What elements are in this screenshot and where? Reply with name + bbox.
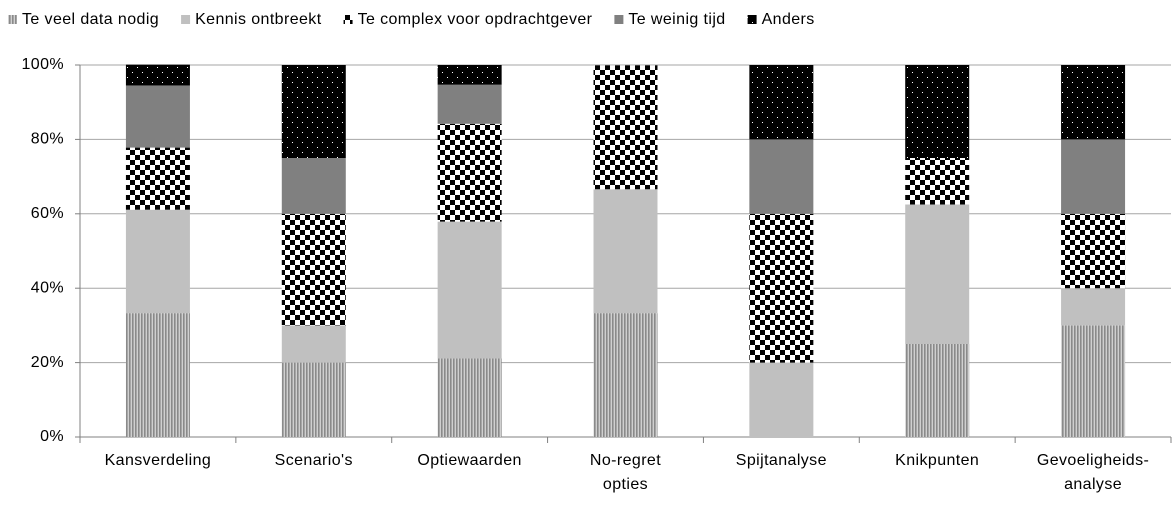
bar-segment — [125, 147, 190, 210]
y-tick-label: 80% — [31, 131, 64, 148]
bar-segment — [749, 213, 814, 363]
bar-segment — [1061, 139, 1126, 214]
legend-label: Te veel data nodig — [22, 11, 159, 28]
bar-segment — [281, 325, 346, 363]
legend-label: Te complex voor opdrachtgever — [358, 11, 593, 28]
bar-segment — [437, 221, 502, 359]
x-tick-label: Scenario's — [274, 452, 353, 469]
x-tick-label-box: Spijtanalyse — [735, 452, 827, 469]
x-tick-label-box: Gevoeligheids- analyse — [1036, 452, 1150, 493]
bar-segment — [281, 362, 346, 437]
bar-segment — [437, 65, 502, 85]
x-tick-label: Knikpunten — [895, 452, 980, 469]
x-tick-label: Spijtanalyse — [735, 452, 827, 469]
bar-segment — [125, 313, 190, 437]
bar-segment — [1061, 288, 1126, 326]
bar-segment — [437, 84, 502, 124]
legend: Te veel data nodig Kennis ontbreekt Te com… — [8, 11, 815, 28]
bar-segment — [593, 313, 658, 437]
bar-segment — [125, 85, 190, 148]
x-tick-label-box: Scenario's — [274, 452, 353, 469]
x-tick-label-box: Knikpunten — [895, 452, 980, 469]
bar-segment — [749, 139, 814, 214]
bar-segment — [905, 344, 970, 437]
y-tick-label: 20% — [31, 354, 64, 371]
bar-segment — [125, 209, 190, 314]
bar-segment — [593, 65, 658, 190]
x-tick-label: Optiewaarden — [417, 452, 522, 469]
y-tick-label: 60% — [31, 205, 64, 222]
legend-label: Anders — [762, 11, 815, 28]
bar-segment — [125, 64, 190, 86]
y-tick-label: 100% — [21, 56, 64, 73]
y-tick-label: 40% — [31, 279, 64, 296]
bar-segment — [749, 362, 814, 437]
legend-marker — [181, 15, 191, 24]
bar-segment — [749, 65, 814, 140]
bar-segment — [437, 123, 502, 222]
x-tick-label-box: Optiewaarden — [417, 452, 522, 469]
bar-segment — [1061, 65, 1126, 140]
legend-marker — [343, 15, 353, 24]
x-tick-label-box: No-regret opties — [589, 452, 662, 493]
x-tick-label: Kansverdeling — [104, 452, 212, 469]
x-tick-label-box: Kansverdeling — [104, 452, 212, 469]
x-tick-label: No-regret opties — [589, 452, 662, 493]
legend-marker — [614, 15, 624, 24]
legend-marker — [747, 15, 757, 24]
bar-segment — [1061, 213, 1126, 289]
bar-segment — [281, 158, 346, 214]
y-tick-label: 0% — [40, 428, 64, 445]
bar-segment — [281, 213, 346, 326]
legend-label: Te weinig tijd — [628, 11, 725, 28]
bar-segment — [905, 65, 970, 158]
x-tick-label: Gevoeligheids- analyse — [1036, 452, 1150, 493]
bar-segment — [905, 204, 970, 344]
bar-segment — [905, 158, 970, 205]
bar-segment — [437, 358, 502, 437]
bar-segment — [593, 189, 658, 314]
bar-segment — [1061, 325, 1126, 437]
bar-segment — [281, 65, 346, 158]
legend-label: Kennis ontbreekt — [195, 11, 322, 28]
legend-marker — [8, 15, 17, 24]
